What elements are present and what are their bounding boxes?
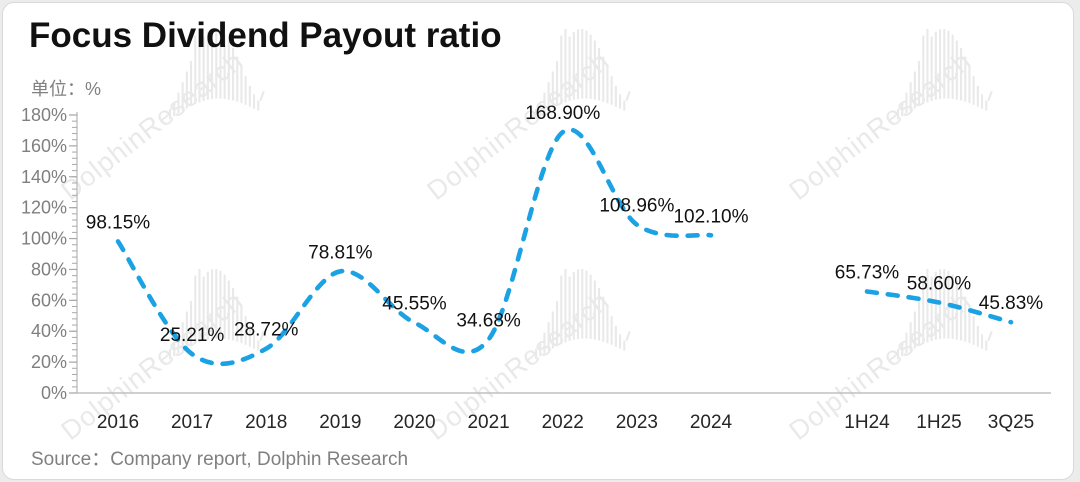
data-label: 58.60%	[907, 274, 972, 295]
x-axis-label: 2020	[393, 412, 435, 433]
x-axis-label: 2023	[616, 412, 658, 433]
x-axis-label: 3Q25	[988, 412, 1034, 433]
x-axis-label: 1H24	[844, 412, 890, 433]
data-label: 98.15%	[86, 212, 151, 233]
x-axis-label: 1H25	[916, 412, 961, 433]
y-axis-label: 80%	[31, 259, 67, 279]
data-label: 28.72%	[234, 320, 299, 341]
y-axis-label: 140%	[21, 167, 67, 187]
x-axis-label: 2017	[171, 412, 213, 433]
data-label: 65.73%	[835, 263, 900, 284]
series-line-1	[115, 127, 714, 367]
x-axis-label: 2018	[245, 412, 287, 433]
x-axis-label: 2024	[690, 412, 733, 433]
y-axis-label: 0%	[41, 383, 67, 403]
page-title: Focus Dividend Payout ratio	[29, 16, 502, 55]
y-axis-label: 180%	[21, 105, 67, 125]
x-axis-label: 2022	[542, 412, 584, 433]
data-label: 102.10%	[673, 206, 748, 227]
data-label: 34.68%	[456, 310, 521, 331]
y-axis-label: 160%	[21, 136, 67, 156]
y-axis-label: 120%	[21, 198, 67, 218]
data-label: 25.21%	[160, 325, 225, 346]
x-axis-label: 2021	[467, 412, 509, 433]
data-label: 168.90%	[525, 103, 600, 124]
y-axis-label: 40%	[31, 321, 67, 341]
x-axis-label: 2019	[319, 412, 361, 433]
data-label: 108.96%	[599, 196, 674, 217]
y-axis-label: 20%	[31, 352, 67, 372]
data-label: 45.83%	[979, 293, 1044, 314]
x-axis-label: 2016	[97, 412, 139, 433]
y-axis-label: 100%	[21, 229, 67, 249]
source-note: Source：Company report, Dolphin Research	[31, 449, 409, 470]
unit-label: 单位：%	[31, 79, 102, 99]
data-label: 78.81%	[308, 242, 373, 263]
data-label: 45.55%	[382, 294, 447, 315]
y-axis-label: 60%	[31, 290, 67, 310]
